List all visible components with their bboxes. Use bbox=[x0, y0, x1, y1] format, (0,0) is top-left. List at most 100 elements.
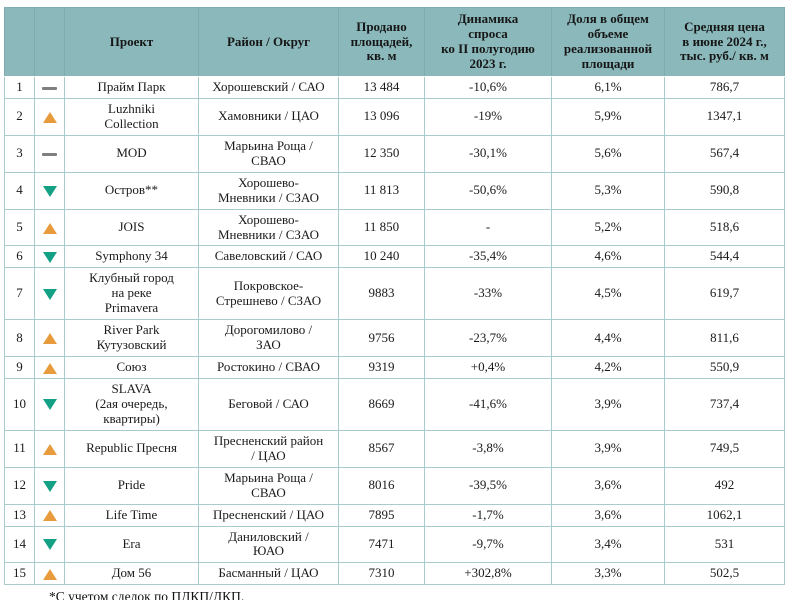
table-row: 6 Symphony 34 Савеловский / САО 10 240 -… bbox=[4, 245, 785, 269]
trend-down-icon bbox=[42, 399, 57, 411]
share-cell: 3,3% bbox=[551, 562, 665, 586]
district-cell: Хорошево- Мневники / СЗАО bbox=[198, 171, 339, 210]
table-row: 4 Остров** Хорошево- Мневники / СЗАО 11 … bbox=[4, 171, 785, 210]
avg-price-cell: 786,7 bbox=[664, 76, 785, 99]
district-cell: Марьина Роща / СВАО bbox=[198, 466, 339, 505]
table-body: 1 Прайм Парк Хорошевский / САО 13 484 -1… bbox=[4, 76, 785, 586]
project-cell: MOD bbox=[64, 134, 199, 173]
share-cell: 4,5% bbox=[551, 267, 665, 321]
sold-area-cell: 8669 bbox=[338, 378, 425, 431]
demand-dynamics-cell: -1,7% bbox=[424, 503, 552, 527]
trend-cell bbox=[34, 429, 65, 468]
trend-up-icon bbox=[42, 568, 57, 580]
project-cell: Symphony 34 bbox=[64, 245, 199, 269]
rank-cell: 10 bbox=[4, 378, 35, 431]
rank-cell: 2 bbox=[4, 97, 35, 136]
rank-cell: 8 bbox=[4, 319, 35, 358]
project-cell: Прайм Парк bbox=[64, 76, 199, 99]
header-share: Доля в общем объеме реализованной площад… bbox=[551, 7, 665, 77]
avg-price-cell: 1347,1 bbox=[664, 97, 785, 136]
sold-area-cell: 7895 bbox=[338, 503, 425, 527]
avg-price-cell: 619,7 bbox=[664, 267, 785, 321]
trend-cell bbox=[34, 525, 65, 564]
trend-cell bbox=[34, 97, 65, 136]
avg-price-cell: 492 bbox=[664, 466, 785, 505]
table-row: 14 Era Даниловский / ЮАО 7471 -9,7% 3,4%… bbox=[4, 525, 785, 564]
demand-dynamics-cell: -23,7% bbox=[424, 319, 552, 358]
avg-price-cell: 749,5 bbox=[664, 429, 785, 468]
rank-cell: 3 bbox=[4, 134, 35, 173]
sold-area-cell: 9756 bbox=[338, 319, 425, 358]
rank-cell: 1 bbox=[4, 76, 35, 99]
sold-area-cell: 9883 bbox=[338, 267, 425, 321]
footnote-1: *С учетом сделок по ПДКП/ДКП. bbox=[49, 589, 245, 600]
sold-area-cell: 12 350 bbox=[338, 134, 425, 173]
district-cell: Пресненский район / ЦАО bbox=[198, 429, 339, 468]
demand-dynamics-cell: -35,4% bbox=[424, 245, 552, 269]
avg-price-cell: 1062,1 bbox=[664, 503, 785, 527]
avg-price-cell: 590,8 bbox=[664, 171, 785, 210]
demand-dynamics-cell: +0,4% bbox=[424, 356, 552, 379]
project-cell: Дом 56 bbox=[64, 562, 199, 586]
trend-down-icon bbox=[42, 539, 57, 551]
demand-dynamics-cell: -19% bbox=[424, 97, 552, 136]
projects-ranking-table: Проект Район / Округ Продано площадей, к… bbox=[4, 7, 785, 586]
sold-area-cell: 10 240 bbox=[338, 245, 425, 269]
table-row: 15 Дом 56 Басманный / ЦАО 7310 +302,8% 3… bbox=[4, 562, 785, 586]
table-row: 13 Life Time Пресненский / ЦАО 7895 -1,7… bbox=[4, 503, 785, 527]
trend-up-icon bbox=[42, 333, 57, 345]
demand-dynamics-cell: -33% bbox=[424, 267, 552, 321]
rank-cell: 5 bbox=[4, 208, 35, 247]
rank-cell: 15 bbox=[4, 562, 35, 586]
header-rank bbox=[4, 7, 35, 77]
sold-area-cell: 11 813 bbox=[338, 171, 425, 210]
trend-up-icon bbox=[42, 362, 57, 374]
share-cell: 5,9% bbox=[551, 97, 665, 136]
trend-flat-icon bbox=[42, 86, 57, 90]
project-cell: Life Time bbox=[64, 503, 199, 527]
project-cell: Luzhniki Collection bbox=[64, 97, 199, 136]
district-cell: Дорогомилово / ЗАО bbox=[198, 319, 339, 358]
project-cell: JOIS bbox=[64, 208, 199, 247]
header-demand-dynamics: Динамика спроса ко II полугодию 2023 г. bbox=[424, 7, 552, 77]
district-cell: Покровское- Стрешнево / СЗАО bbox=[198, 267, 339, 321]
project-cell: Era bbox=[64, 525, 199, 564]
demand-dynamics-cell: -3,8% bbox=[424, 429, 552, 468]
demand-dynamics-cell: -39,5% bbox=[424, 466, 552, 505]
district-cell: Савеловский / САО bbox=[198, 245, 339, 269]
trend-down-icon bbox=[42, 251, 57, 263]
trend-cell bbox=[34, 208, 65, 247]
table-row: 7 Клубный город на реке Primavera Покров… bbox=[4, 267, 785, 321]
sold-area-cell: 13 484 bbox=[338, 76, 425, 99]
trend-cell bbox=[34, 466, 65, 505]
share-cell: 3,6% bbox=[551, 503, 665, 527]
avg-price-cell: 737,4 bbox=[664, 378, 785, 431]
rank-cell: 14 bbox=[4, 525, 35, 564]
rank-cell: 11 bbox=[4, 429, 35, 468]
district-cell: Басманный / ЦАО bbox=[198, 562, 339, 586]
demand-dynamics-cell: -30,1% bbox=[424, 134, 552, 173]
share-cell: 3,6% bbox=[551, 466, 665, 505]
trend-cell bbox=[34, 378, 65, 431]
trend-down-icon bbox=[42, 288, 57, 300]
sold-area-cell: 7310 bbox=[338, 562, 425, 586]
trend-flat-icon bbox=[42, 152, 57, 156]
share-cell: 5,2% bbox=[551, 208, 665, 247]
table-row: 8 River Park Кутузовский Дорогомилово / … bbox=[4, 319, 785, 358]
project-cell: Republic Пресня bbox=[64, 429, 199, 468]
sold-area-cell: 8016 bbox=[338, 466, 425, 505]
demand-dynamics-cell: -10,6% bbox=[424, 76, 552, 99]
sold-area-cell: 13 096 bbox=[338, 97, 425, 136]
project-cell: River Park Кутузовский bbox=[64, 319, 199, 358]
table-row: 11 Republic Пресня Пресненский район / Ц… bbox=[4, 429, 785, 468]
district-cell: Хорошево- Мневники / СЗАО bbox=[198, 208, 339, 247]
project-cell: Клубный город на реке Primavera bbox=[64, 267, 199, 321]
trend-cell bbox=[34, 319, 65, 358]
avg-price-cell: 811,6 bbox=[664, 319, 785, 358]
demand-dynamics-cell: - bbox=[424, 208, 552, 247]
table-row: 12 Pride Марьина Роща / СВАО 8016 -39,5%… bbox=[4, 466, 785, 505]
trend-cell bbox=[34, 245, 65, 269]
share-cell: 5,3% bbox=[551, 171, 665, 210]
header-avg-price: Средняя цена в июне 2024 г., тыс. руб./ … bbox=[664, 7, 785, 77]
